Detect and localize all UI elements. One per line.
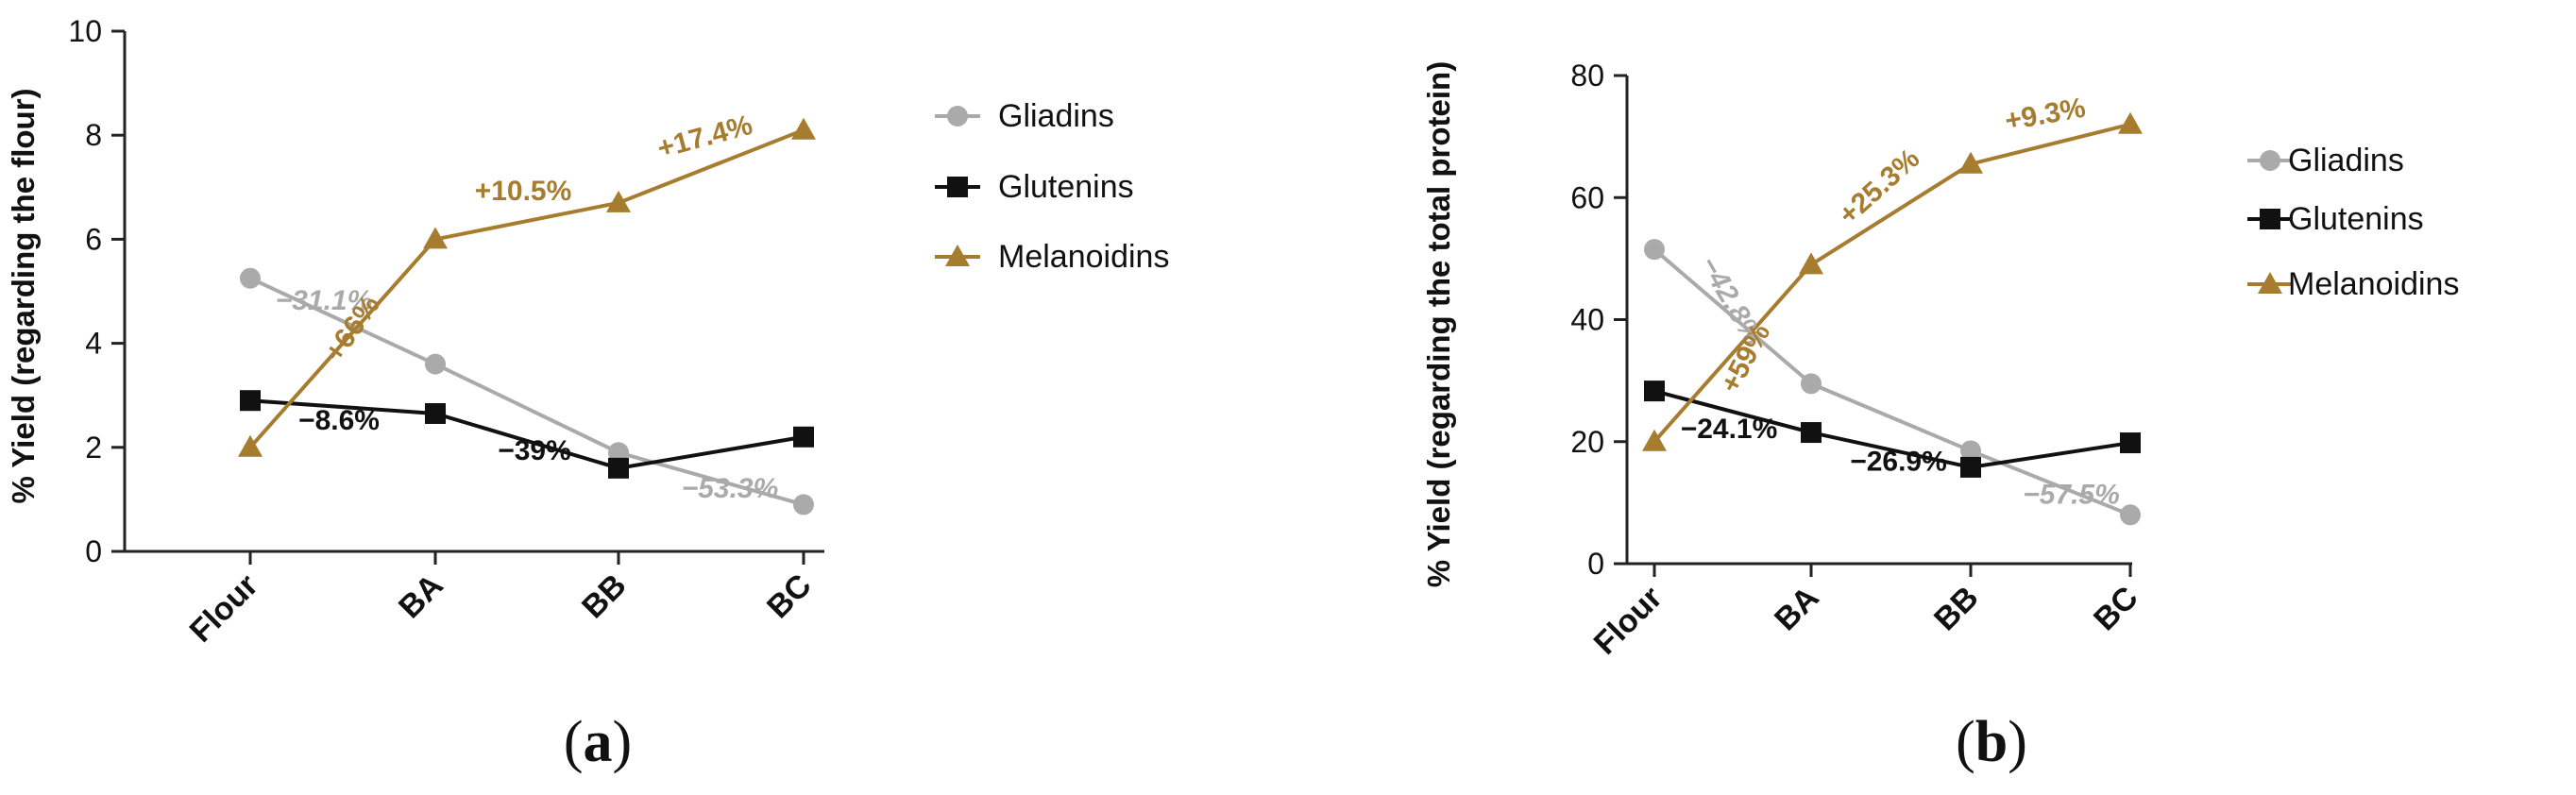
y-tick-label: 2	[85, 431, 102, 465]
data-point-glutenins-flour	[1644, 381, 1665, 402]
data-point-glutenins-bb	[1960, 456, 1981, 478]
data-point-glutenins-flour	[240, 390, 261, 412]
legend-marker-gliadins	[947, 106, 968, 127]
series-line-gliadins	[1652, 247, 2131, 517]
data-point-melanoidins-bb	[1958, 151, 1983, 174]
x-tick-label: Flour	[183, 567, 265, 650]
data-point-melanoidins-bb	[606, 190, 631, 212]
data-point-glutenins-ba	[1801, 422, 1822, 444]
data-point-gliadins-ba	[1801, 373, 1822, 395]
y-tick-label: 0	[85, 534, 102, 568]
legend-label-gliadins: Gliadins	[2288, 143, 2404, 178]
data-point-melanoidins-ba	[423, 227, 448, 249]
x-tick-label: BC	[2087, 580, 2145, 638]
annotation-melanoidins-0: +59%	[1715, 319, 1777, 398]
x-tick-label: BC	[760, 567, 819, 626]
chart-panel-b: 0 20 40 60 80 % Yield (regarding the total pr…	[1421, 59, 2459, 774]
annotation-melanoidins-2: +9.3%	[2003, 93, 2088, 137]
y-tick-label: 40	[1570, 303, 1604, 337]
annotation-glutenins-0: −24.1%	[1681, 414, 1778, 445]
legend-label-glutenins: Glutenins	[998, 169, 1134, 205]
data-point-glutenins-ba	[425, 402, 446, 424]
y-tick-label: 60	[1570, 180, 1604, 214]
panel-letter-text: b	[1975, 710, 2008, 774]
data-point-melanoidins-flour	[238, 434, 263, 457]
y-axis-label: % Yield (regarding the flour)	[6, 88, 41, 503]
panel-letter-close-paren: )	[2008, 710, 2027, 774]
y-tick-label: 8	[85, 118, 102, 152]
annotation-melanoidins-1: +25.3%	[1833, 143, 1925, 230]
legend-marker-melanoidins	[945, 245, 970, 266]
data-point-melanoidins-ba	[1799, 252, 1823, 275]
data-point-gliadins-flour	[240, 267, 261, 289]
annotation-glutenins-1: −39%	[498, 435, 571, 466]
series-line-gliadins	[249, 276, 805, 507]
panel-letter: (a)	[564, 710, 632, 774]
y-tick-label: 80	[1570, 59, 1604, 93]
y-tick-label: 0	[1587, 547, 1604, 581]
series-line-glutenins	[1653, 389, 2131, 469]
x-tick-label: BA	[392, 567, 450, 626]
y-tick-label: 20	[1570, 425, 1604, 459]
annotation-gliadins-2: −57.5%	[2023, 479, 2120, 510]
data-point-gliadins-ba	[425, 353, 446, 375]
y-axis-label: % Yield (regarding the total protein)	[1421, 61, 1456, 587]
legend-label-melanoidins: Melanoidins	[2288, 266, 2459, 302]
series-line-glutenins	[249, 398, 805, 470]
legend-marker-gliadins	[2260, 150, 2280, 171]
y-tick-label: 4	[85, 327, 102, 361]
annotation-gliadins-0: −31.1%	[276, 285, 373, 316]
panel-letter-close-paren: )	[613, 710, 633, 774]
data-point-gliadins-flour	[1644, 239, 1665, 261]
data-point-gliadins-bc	[2120, 504, 2141, 526]
panel-letter-text: a	[584, 710, 613, 774]
data-point-melanoidins-bc	[2118, 111, 2143, 134]
panel-letter-open-paren: (	[564, 710, 584, 774]
chart-panel-a: 0 2 4 6 8 10 % Yield (regarding the flour) Flou…	[6, 14, 1169, 774]
panel-letter: (b)	[1956, 710, 2027, 774]
legend-marker-glutenins	[947, 177, 968, 197]
data-point-glutenins-bc	[2120, 432, 2141, 454]
y-tick-label: 10	[68, 14, 102, 48]
data-point-melanoidins-flour	[1642, 429, 1667, 451]
x-tick-label: BB	[1927, 580, 1986, 638]
data-point-melanoidins-bc	[791, 117, 816, 140]
legend-label-melanoidins: Melanoidins	[998, 239, 1169, 275]
annotation-gliadins-2: −53.3%	[682, 473, 779, 504]
x-tick-label: BA	[1768, 580, 1826, 638]
series-line-melanoidins	[248, 127, 805, 449]
legend-marker-glutenins	[2260, 209, 2280, 229]
legend-marker-melanoidins	[2258, 272, 2282, 294]
annotation-glutenins-0: −8.6%	[298, 405, 380, 436]
legend-label-glutenins: Glutenins	[2288, 201, 2424, 237]
annotation-glutenins-1: −26.9%	[1850, 446, 1947, 477]
data-point-gliadins-bc	[793, 494, 814, 516]
data-point-glutenins-bb	[608, 457, 629, 479]
data-point-gliadins-bb	[1960, 440, 1981, 462]
x-tick-label: Flour	[1587, 580, 1669, 662]
data-point-gliadins-bb	[608, 442, 629, 464]
x-tick-label: BB	[575, 567, 634, 626]
annotation-melanoidins-1: +10.5%	[475, 176, 572, 207]
series-line-melanoidins	[1652, 122, 2131, 444]
legend-label-gliadins: Gliadins	[998, 98, 1114, 134]
data-point-glutenins-bc	[793, 426, 814, 448]
y-tick-label: 6	[85, 222, 102, 256]
panel-letter-open-paren: (	[1956, 710, 1975, 774]
